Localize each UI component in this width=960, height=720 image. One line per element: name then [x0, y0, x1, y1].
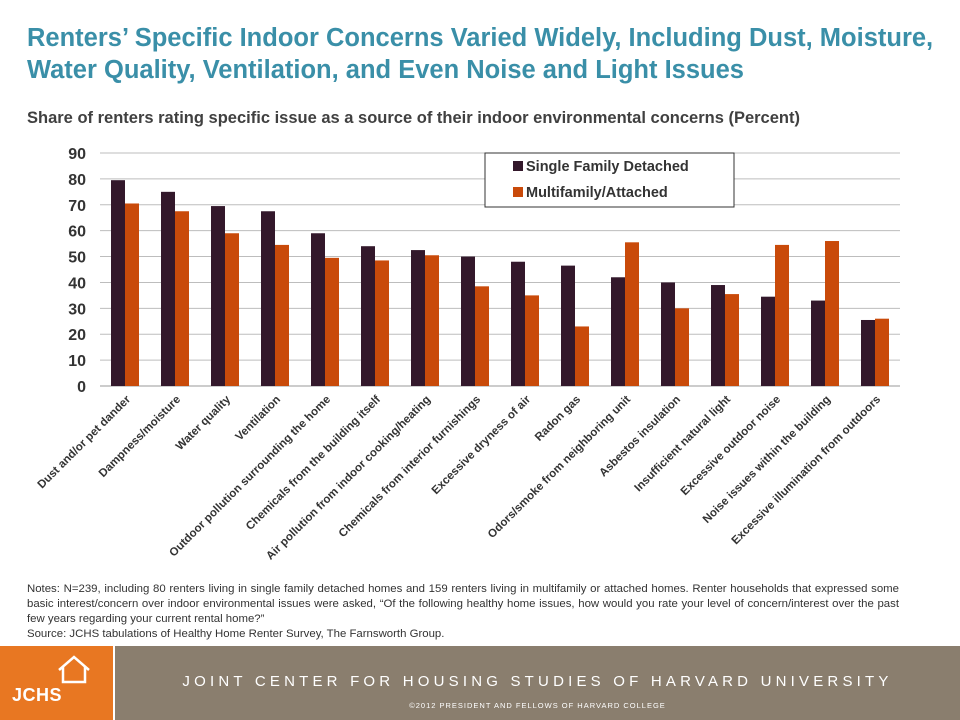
bar-multifamily	[125, 203, 139, 386]
bar-multifamily	[325, 257, 339, 386]
bar-multifamily	[575, 326, 589, 386]
notes-text: Notes: N=239, including 80 renters livin…	[27, 583, 899, 625]
bar-single-family	[711, 285, 725, 386]
bar-multifamily	[375, 260, 389, 386]
bar-single-family	[211, 206, 225, 386]
bar-single-family	[361, 246, 375, 386]
legend-label: Single Family Detached	[526, 159, 689, 175]
bar-single-family	[561, 265, 575, 386]
bar-multifamily	[875, 318, 889, 386]
bar-single-family	[861, 319, 875, 386]
bar-single-family	[161, 191, 175, 386]
page-title: Renters’ Specific Indoor Concerns Varied…	[27, 24, 934, 84]
x-tick-label: Excessive dryness of air	[430, 393, 534, 497]
y-tick-label: 0	[77, 379, 86, 396]
legend-swatch	[513, 187, 523, 197]
bar-chart: 0 10 20 30 40 50 60 70 80 90 Dust and/or pet dand…	[36, 146, 900, 562]
bar-multifamily	[275, 244, 289, 386]
bar-multifamily	[225, 233, 239, 386]
bar-multifamily	[625, 242, 639, 386]
notes-section: Notes: N=239, including 80 renters livin…	[27, 582, 899, 642]
y-tick-label: 30	[68, 301, 86, 318]
house-icon	[58, 655, 90, 684]
organization-name: JOINT CENTER FOR HOUSING STUDIES OF HARV…	[182, 673, 893, 690]
x-tick-label: Ventilation	[234, 394, 284, 444]
bar-single-family	[511, 261, 525, 386]
bars	[111, 180, 889, 386]
logo-text: JCHS	[12, 685, 63, 705]
x-tick-label: Excessive outdoor noise	[679, 394, 783, 498]
legend-box	[484, 152, 735, 208]
bar-single-family	[111, 180, 125, 386]
y-tick-label: 80	[68, 172, 86, 189]
y-tick-label: 60	[68, 224, 86, 241]
x-axis-labels: Dust and/or pet danderDampness/moistureW…	[36, 393, 883, 562]
bar-single-family	[661, 282, 675, 386]
y-axis: 0 10 20 30 40 50 60 70 80 90	[68, 146, 86, 396]
jchs-logo: JCHS	[0, 646, 113, 720]
x-tick-label: Dust and/or pet dander	[36, 393, 134, 491]
x-tick-label: Insufficient natural light	[632, 394, 733, 495]
bar-multifamily	[475, 286, 489, 386]
bar-single-family	[261, 211, 275, 386]
bar-multifamily	[725, 294, 739, 386]
bar-single-family	[611, 277, 625, 386]
bar-multifamily	[525, 295, 539, 386]
y-tick-label: 50	[68, 250, 86, 267]
y-tick-label: 20	[68, 327, 86, 344]
y-tick-label: 70	[68, 198, 86, 215]
bar-single-family	[311, 233, 325, 386]
x-tick-label: Asbestos insulation	[597, 394, 683, 480]
legend-label: Multifamily/Attached	[526, 185, 668, 201]
x-tick-label: Dampness/moisture	[97, 394, 183, 480]
legend: Single Family Detached Multifamily/Attach…	[484, 152, 735, 208]
bar-multifamily	[175, 211, 189, 386]
y-tick-label: 90	[68, 146, 86, 163]
bar-single-family	[761, 296, 775, 386]
legend-swatch	[513, 161, 523, 171]
x-tick-label: Radon gas	[533, 394, 583, 444]
y-tick-label: 40	[68, 275, 86, 292]
bar-multifamily	[775, 244, 789, 386]
bar-multifamily	[425, 255, 439, 386]
footer-banner: JOINT CENTER FOR HOUSING STUDIES OF HARV…	[115, 646, 960, 720]
source-text: Source: JCHS tabulations of Healthy Home…	[27, 628, 445, 640]
bar-single-family	[811, 300, 825, 386]
bar-multifamily	[675, 308, 689, 386]
bar-multifamily	[825, 241, 839, 386]
bar-single-family	[461, 256, 475, 386]
chart-subtitle: Share of renters rating specific issue a…	[27, 109, 800, 127]
copyright-text: ©2012 PRESIDENT AND FELLOWS OF HARVARD C…	[409, 701, 666, 710]
y-tick-label: 10	[68, 353, 86, 370]
bar-single-family	[411, 250, 425, 386]
